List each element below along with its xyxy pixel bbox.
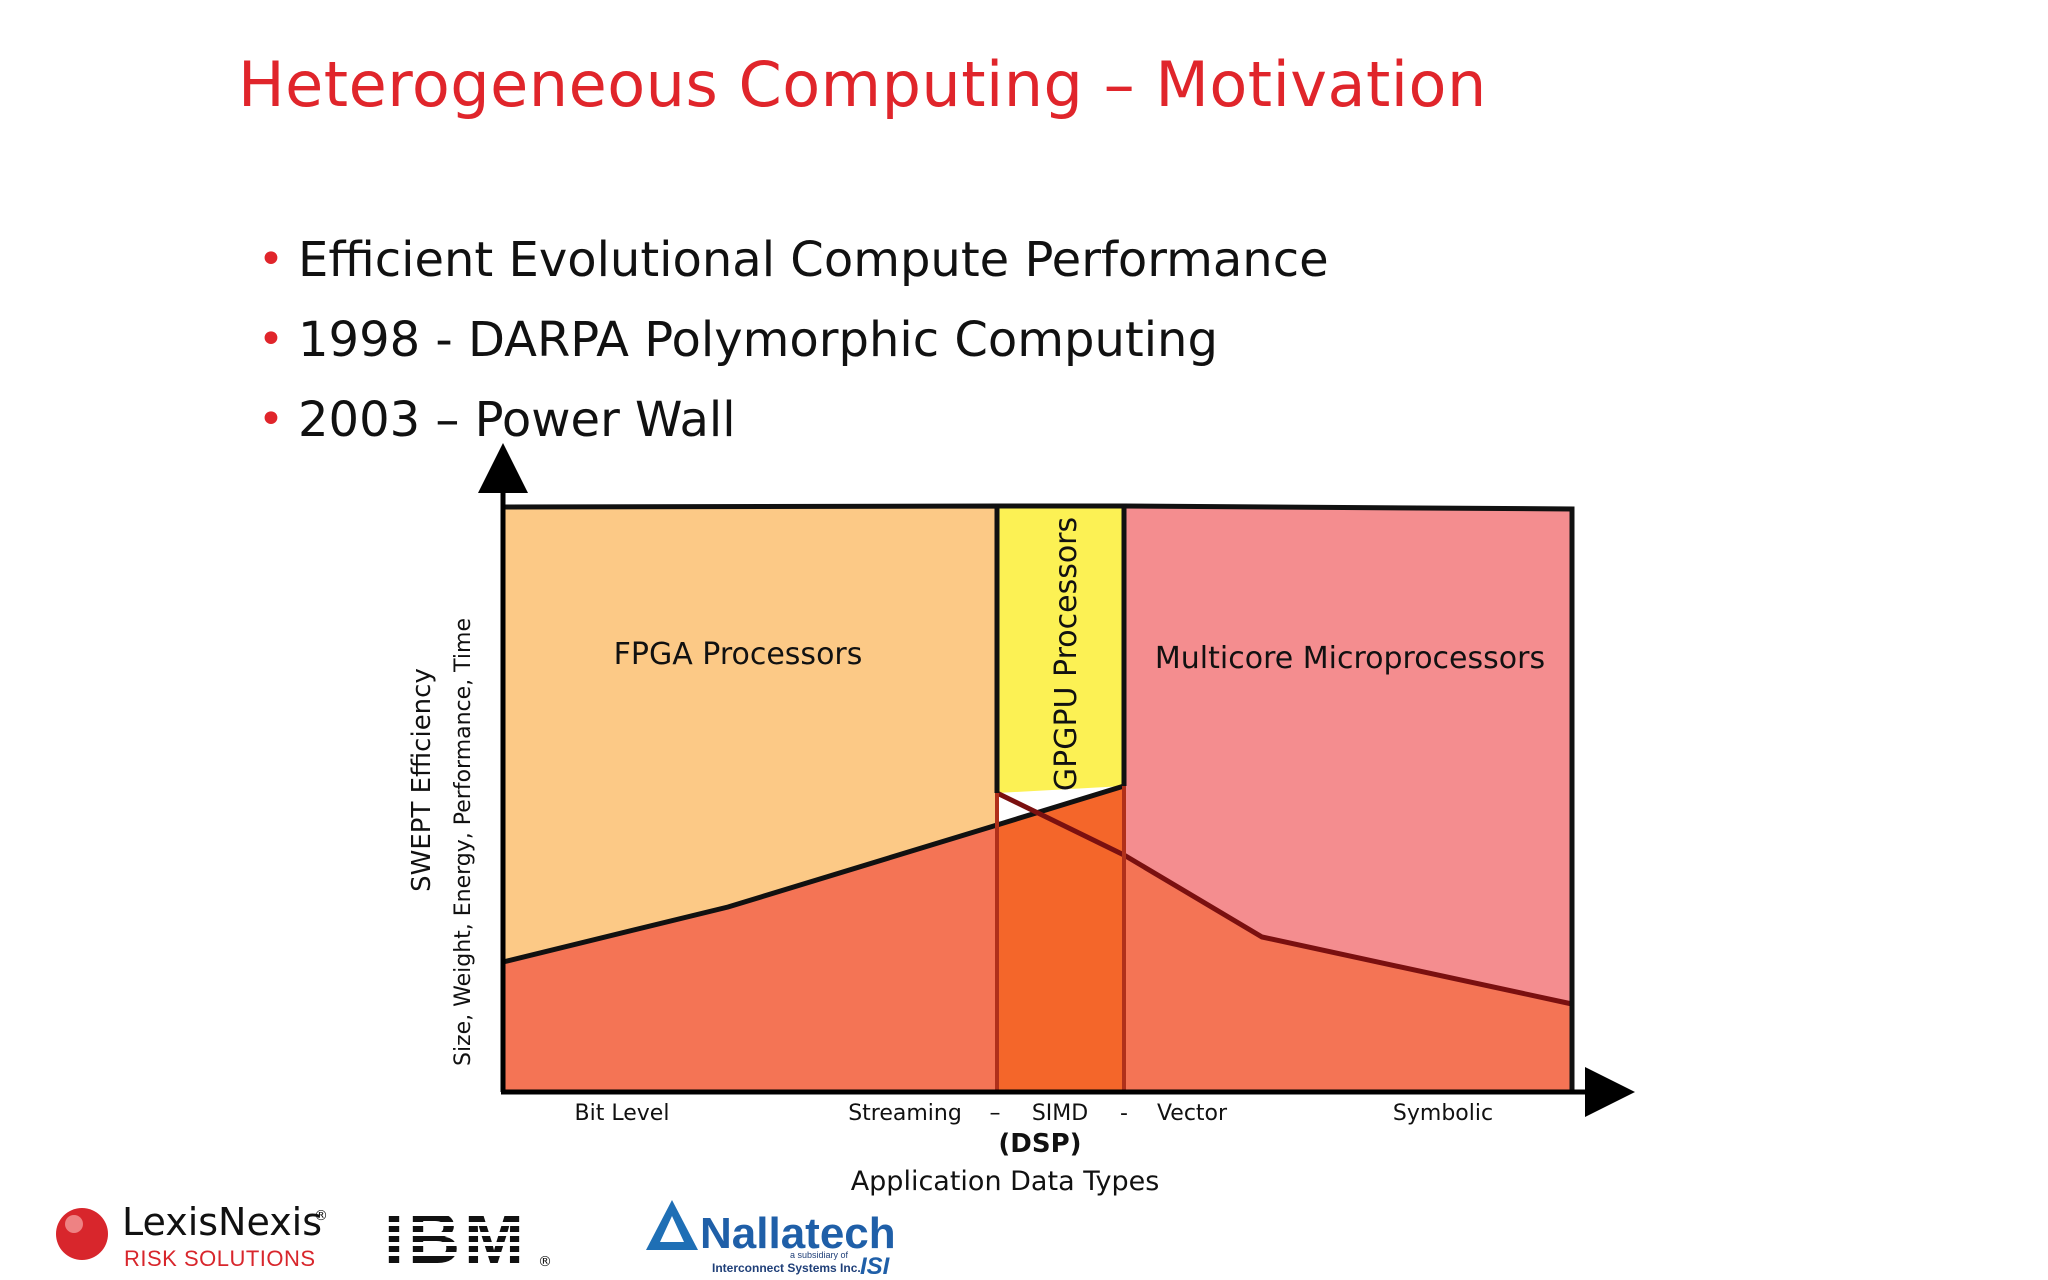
nallatech-subsidiary-text: a subsidiary of bbox=[790, 1250, 849, 1260]
bullet-text: 2003 – Power Wall bbox=[298, 392, 736, 448]
x-tick-streaming: Streaming bbox=[848, 1101, 962, 1126]
gpgpu-efficiency-curve bbox=[995, 790, 1126, 858]
bullet-text: 1998 - DARPA Polymorphic Computing bbox=[298, 312, 1218, 368]
nallatech-logo: Nallatech a subsidiary of Interconnect S… bbox=[646, 1200, 896, 1280]
multicore-region bbox=[1124, 506, 1572, 1004]
x-tick-separator: – bbox=[990, 1101, 1001, 1126]
fpga-efficiency-curve bbox=[502, 783, 1125, 965]
y-axis-title: SWEPT Efficiency bbox=[407, 668, 437, 892]
x-axis-title: Application Data Types bbox=[851, 1166, 1160, 1197]
x-tick-bit-level: Bit Level bbox=[575, 1101, 670, 1126]
ibm-reg-mark: ® bbox=[538, 1254, 552, 1270]
x-tick-simd: SIMD bbox=[1032, 1101, 1088, 1126]
lexisnexis-name: LexisNexis bbox=[122, 1200, 322, 1244]
bullet-list: • Efficient Evolutional Compute Performan… bbox=[258, 220, 1329, 460]
x-dsp-label: (DSP) bbox=[998, 1129, 1081, 1159]
bullet-item: • 2003 – Power Wall bbox=[258, 380, 1329, 460]
multicore-label: Multicore Microprocessors bbox=[1155, 641, 1545, 676]
nallatech-isi-badge: ISI bbox=[860, 1253, 891, 1280]
fpga-label: FPGA Processors bbox=[614, 637, 863, 672]
y-axis-subtitle: Size, Weight, Energy, Performance, Time bbox=[451, 618, 476, 1066]
fpga-region bbox=[503, 506, 997, 962]
lexisnexis-sphere-highlight bbox=[65, 1215, 83, 1233]
bullet-dot-icon: • bbox=[258, 234, 284, 285]
gpgpu-region bbox=[997, 506, 1124, 793]
ibm-stripes bbox=[380, 1212, 550, 1256]
ibm-wordmark: IBM bbox=[384, 1199, 528, 1279]
ibm-logo: IBM ® bbox=[380, 1199, 552, 1279]
gpgpu-overlap-region bbox=[997, 786, 1124, 1090]
bullet-dot-icon: • bbox=[258, 394, 284, 445]
nallatech-tagline: Interconnect Systems Inc. bbox=[712, 1261, 861, 1275]
bullet-dot-icon: • bbox=[258, 314, 284, 365]
bullet-item: • 1998 - DARPA Polymorphic Computing bbox=[258, 300, 1329, 380]
lexisnexis-reg-mark: ® bbox=[314, 1208, 328, 1224]
multicore-efficiency-curve bbox=[1122, 852, 1573, 1007]
x-tick-symbolic: Symbolic bbox=[1393, 1101, 1493, 1126]
slide-title: Heterogeneous Computing – Motivation bbox=[238, 48, 1487, 121]
x-tick-vector: Vector bbox=[1157, 1101, 1228, 1126]
x-tick-separator: - bbox=[1120, 1101, 1128, 1126]
nallatech-triangle-inner bbox=[660, 1216, 684, 1242]
lexisnexis-tagline: RISK SOLUTIONS bbox=[124, 1246, 316, 1271]
lexisnexis-logo: LexisNexis ® RISK SOLUTIONS bbox=[56, 1200, 328, 1271]
multicore-border bbox=[1123, 503, 1575, 1004]
lexisnexis-sphere-icon bbox=[56, 1208, 108, 1260]
bullet-text: Efficient Evolutional Compute Performanc… bbox=[298, 232, 1329, 288]
nallatech-name: Nallatech bbox=[700, 1209, 896, 1258]
bullet-item: • Efficient Evolutional Compute Performan… bbox=[258, 220, 1329, 300]
gpgpu-label: GPGPU Processors bbox=[1049, 517, 1084, 791]
partner-logos: LexisNexis ® RISK SOLUTIONS IBM ® Nallat… bbox=[56, 1199, 896, 1280]
